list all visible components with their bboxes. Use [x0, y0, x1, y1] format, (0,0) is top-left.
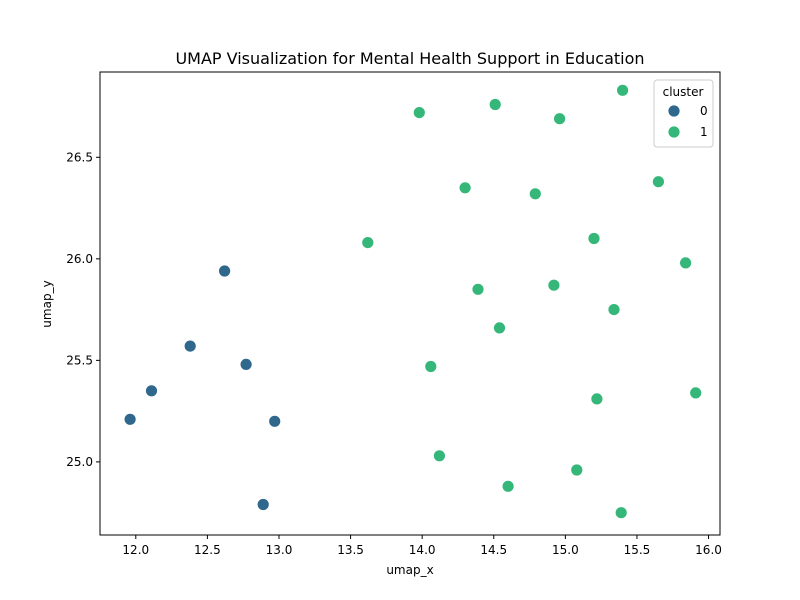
chart-title: UMAP Visualization for Mental Health Sup…	[175, 49, 644, 68]
data-point-cluster-1	[587, 232, 601, 245]
data-point-cluster-1	[616, 83, 629, 97]
data-point-cluster-1	[607, 303, 621, 317]
data-point-cluster-1	[412, 106, 426, 119]
data-point-cluster-1	[458, 181, 472, 195]
data-point-cluster-1	[590, 392, 604, 406]
x-tick-label: 14.0	[409, 543, 436, 557]
data-point-cluster-1	[553, 112, 566, 126]
data-point-cluster-0	[123, 412, 137, 426]
x-axis-label: umap_x	[386, 563, 433, 577]
x-tick-label: 15.0	[552, 543, 579, 557]
data-point-cluster-1	[432, 449, 446, 463]
data-point-cluster-0	[218, 264, 232, 278]
x-tick-label: 14.5	[480, 543, 507, 557]
legend-marker-1	[667, 125, 681, 139]
data-point-cluster-0	[239, 357, 253, 371]
data-point-cluster-1	[471, 282, 485, 296]
data-point-cluster-1	[488, 98, 502, 111]
y-tick-label: 25.5	[66, 353, 93, 367]
y-axis: 25.0 25.5 26.0 26.5	[66, 150, 100, 469]
data-point-cluster-1	[424, 360, 438, 373]
data-point-cluster-1	[679, 256, 692, 270]
data-point-cluster-0	[183, 339, 197, 353]
data-point-cluster-1	[501, 479, 515, 493]
legend-label-0: 0	[700, 104, 708, 118]
x-tick-label: 12.5	[194, 543, 221, 557]
data-point-cluster-1	[614, 506, 628, 520]
data-point-cluster-0	[268, 414, 282, 428]
x-tick-label: 12.0	[122, 543, 149, 557]
data-point-cluster-1	[652, 175, 665, 189]
y-tick-label: 26.0	[66, 252, 93, 266]
legend-label-1: 1	[700, 125, 708, 139]
data-point-cluster-1	[570, 463, 584, 477]
data-point-cluster-0	[145, 384, 158, 398]
y-tick-label: 26.5	[66, 150, 93, 164]
data-point-cluster-0	[256, 498, 270, 511]
legend-title: cluster	[663, 85, 704, 99]
x-tick-label: 16.0	[695, 543, 722, 557]
x-tick-label: 13.0	[266, 543, 293, 557]
y-tick-label: 25.0	[66, 455, 93, 469]
points-layer	[123, 83, 703, 520]
legend-marker-0	[667, 104, 681, 118]
y-axis-label: umap_y	[40, 280, 54, 327]
x-tick-label: 13.5	[337, 543, 364, 557]
x-axis: 12.0 12.5 13.0 13.5 14.0 14.5 15.0 15.5 16.0	[122, 535, 722, 557]
legend: cluster 0 1	[653, 79, 714, 148]
data-point-cluster-1	[493, 321, 506, 335]
data-point-cluster-1	[689, 386, 703, 400]
data-point-cluster-1	[528, 187, 542, 201]
data-point-cluster-1	[361, 236, 375, 250]
x-tick-label: 15.5	[624, 543, 651, 557]
plot-frame	[99, 71, 721, 536]
data-point-cluster-1	[547, 278, 561, 292]
